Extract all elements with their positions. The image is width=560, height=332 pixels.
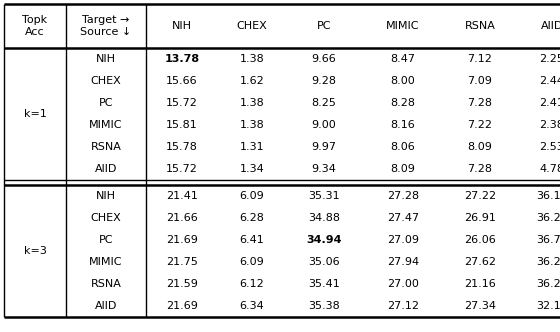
Text: 21.41: 21.41 [166, 191, 198, 201]
Text: 2.44: 2.44 [539, 76, 560, 86]
Text: 32.12: 32.12 [536, 301, 560, 311]
Text: 15.78: 15.78 [166, 142, 198, 152]
Text: NIH: NIH [172, 21, 192, 31]
Text: 2.25: 2.25 [540, 54, 560, 64]
Text: 27.34: 27.34 [464, 301, 496, 311]
Text: 15.81: 15.81 [166, 120, 198, 130]
Text: 27.00: 27.00 [387, 279, 419, 289]
Text: 8.25: 8.25 [311, 98, 337, 108]
Text: 9.97: 9.97 [311, 142, 337, 152]
Text: 7.28: 7.28 [468, 98, 492, 108]
Text: 21.66: 21.66 [166, 213, 198, 223]
Text: 21.75: 21.75 [166, 257, 198, 267]
Text: 21.69: 21.69 [166, 301, 198, 311]
Text: 27.22: 27.22 [464, 191, 496, 201]
Text: AllD: AllD [95, 164, 117, 174]
Text: 8.06: 8.06 [391, 142, 416, 152]
Text: 6.12: 6.12 [240, 279, 264, 289]
Text: 6.34: 6.34 [240, 301, 264, 311]
Text: 9.28: 9.28 [311, 76, 337, 86]
Text: 27.62: 27.62 [464, 257, 496, 267]
Text: 7.09: 7.09 [468, 76, 492, 86]
Text: MIMIC: MIMIC [386, 21, 420, 31]
Text: 21.59: 21.59 [166, 279, 198, 289]
Text: RSNA: RSNA [91, 279, 122, 289]
Text: 27.09: 27.09 [387, 235, 419, 245]
Text: PC: PC [317, 21, 332, 31]
Text: 26.91: 26.91 [464, 213, 496, 223]
Text: CHEX: CHEX [237, 21, 267, 31]
Text: 15.72: 15.72 [166, 98, 198, 108]
Text: 9.00: 9.00 [311, 120, 337, 130]
Text: 1.31: 1.31 [240, 142, 264, 152]
Text: 2.38: 2.38 [540, 120, 560, 130]
Text: 27.47: 27.47 [387, 213, 419, 223]
Text: 35.41: 35.41 [308, 279, 340, 289]
Text: 9.34: 9.34 [311, 164, 337, 174]
Text: PC: PC [99, 98, 113, 108]
Text: 36.78: 36.78 [536, 235, 560, 245]
Text: CHEX: CHEX [91, 76, 122, 86]
Text: 36.12: 36.12 [536, 191, 560, 201]
Text: 1.38: 1.38 [240, 54, 264, 64]
Text: 1.62: 1.62 [240, 76, 264, 86]
Text: 8.16: 8.16 [391, 120, 416, 130]
Text: 36.28: 36.28 [536, 213, 560, 223]
Text: 36.22: 36.22 [536, 257, 560, 267]
Text: 6.41: 6.41 [240, 235, 264, 245]
Text: 8.47: 8.47 [390, 54, 416, 64]
Text: 7.28: 7.28 [468, 164, 492, 174]
Text: 7.12: 7.12 [468, 54, 492, 64]
Text: 21.16: 21.16 [464, 279, 496, 289]
Text: MIMIC: MIMIC [89, 257, 123, 267]
Text: RSNA: RSNA [465, 21, 496, 31]
Text: 26.06: 26.06 [464, 235, 496, 245]
Text: AllD: AllD [541, 21, 560, 31]
Text: 27.28: 27.28 [387, 191, 419, 201]
Text: 13.78: 13.78 [165, 54, 199, 64]
Text: 4.78: 4.78 [539, 164, 560, 174]
Text: 21.69: 21.69 [166, 235, 198, 245]
Text: 15.72: 15.72 [166, 164, 198, 174]
Text: 34.94: 34.94 [306, 235, 342, 245]
Text: 27.94: 27.94 [387, 257, 419, 267]
Text: 34.88: 34.88 [308, 213, 340, 223]
Text: 2.41: 2.41 [540, 98, 560, 108]
Text: RSNA: RSNA [91, 142, 122, 152]
Text: 8.00: 8.00 [391, 76, 416, 86]
Text: Target →
Source ↓: Target → Source ↓ [81, 15, 132, 37]
Text: 7.22: 7.22 [468, 120, 492, 130]
Text: k=3: k=3 [24, 246, 46, 256]
Text: 1.38: 1.38 [240, 98, 264, 108]
Text: 15.66: 15.66 [166, 76, 198, 86]
Text: 1.38: 1.38 [240, 120, 264, 130]
Text: NIH: NIH [96, 54, 116, 64]
Text: 35.06: 35.06 [308, 257, 340, 267]
Text: 8.28: 8.28 [390, 98, 416, 108]
Text: 35.31: 35.31 [308, 191, 340, 201]
Text: PC: PC [99, 235, 113, 245]
Text: Topk
Acc: Topk Acc [22, 15, 48, 37]
Text: k=1: k=1 [24, 109, 46, 119]
Text: 8.09: 8.09 [468, 142, 492, 152]
Text: 8.09: 8.09 [390, 164, 416, 174]
Text: 6.09: 6.09 [240, 191, 264, 201]
Text: 6.28: 6.28 [240, 213, 264, 223]
Text: 9.66: 9.66 [311, 54, 337, 64]
Text: 36.25: 36.25 [536, 279, 560, 289]
Text: 1.34: 1.34 [240, 164, 264, 174]
Text: CHEX: CHEX [91, 213, 122, 223]
Text: MIMIC: MIMIC [89, 120, 123, 130]
Text: NIH: NIH [96, 191, 116, 201]
Text: 27.12: 27.12 [387, 301, 419, 311]
Text: 6.09: 6.09 [240, 257, 264, 267]
Text: 2.53: 2.53 [540, 142, 560, 152]
Text: 35.38: 35.38 [308, 301, 340, 311]
Text: AllD: AllD [95, 301, 117, 311]
